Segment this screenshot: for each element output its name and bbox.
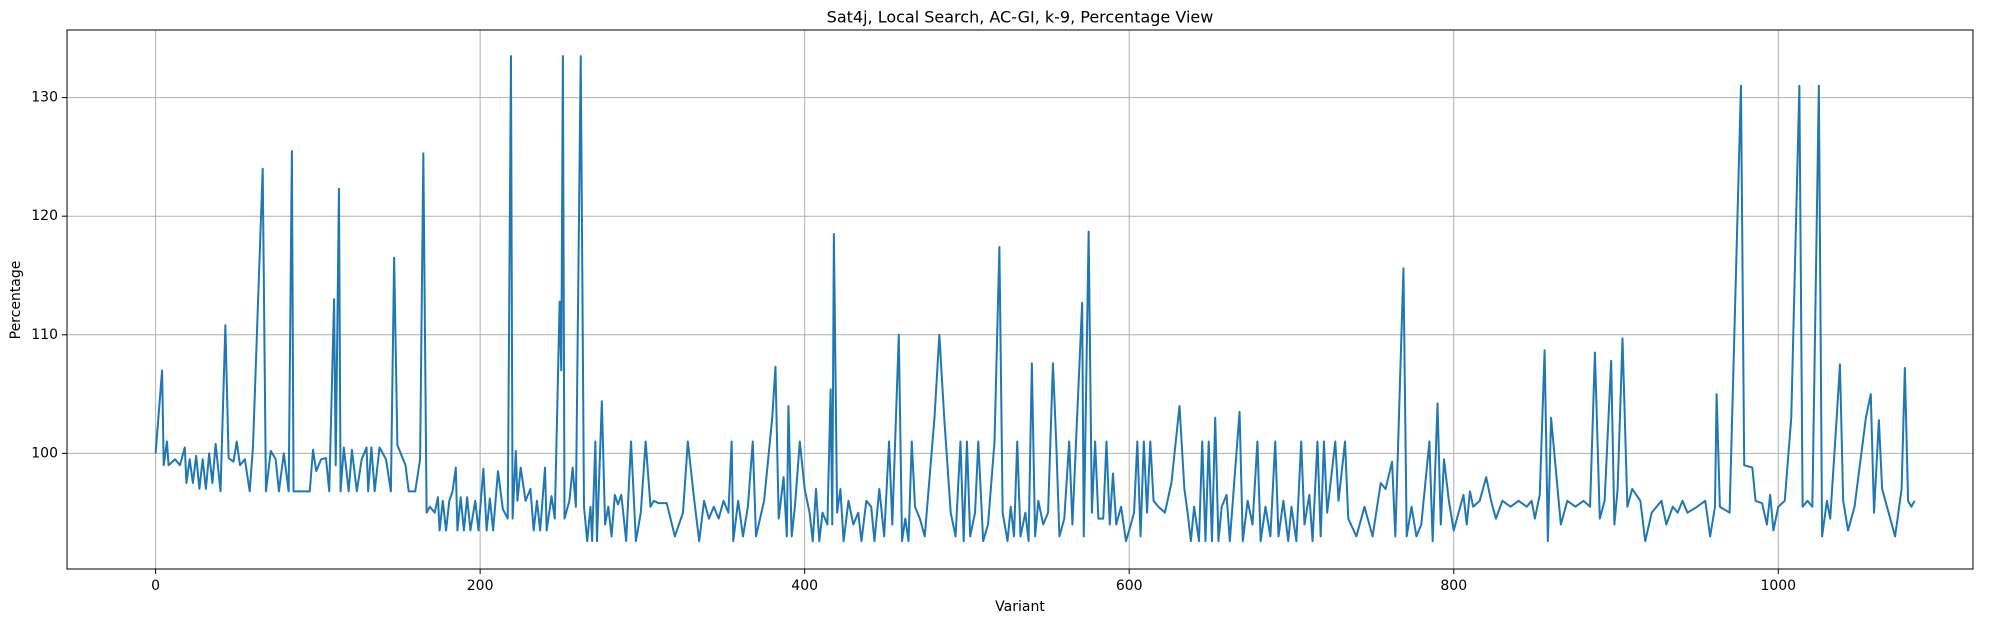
x-tick-label: 200: [467, 578, 494, 594]
y-tick-label: 120: [31, 208, 58, 224]
x-tick-label: 800: [1440, 578, 1467, 594]
plot-frame: [66, 29, 1974, 570]
y-tick-label: 100: [31, 445, 58, 461]
y-axis-label: Percentage: [8, 261, 24, 340]
x-tick-label: 0: [151, 578, 160, 594]
x-tick-label: 600: [1116, 578, 1143, 594]
x-axis-label: Variant: [995, 599, 1045, 615]
x-tick-label: 400: [791, 578, 818, 594]
chart-title: Sat4j, Local Search, AC-GI, k-9, Percent…: [827, 8, 1214, 27]
y-tick-label: 130: [31, 90, 58, 106]
y-tick-label: 110: [31, 327, 58, 343]
x-tick-label: 1000: [1760, 578, 1796, 594]
data-line: [154, 55, 1916, 543]
